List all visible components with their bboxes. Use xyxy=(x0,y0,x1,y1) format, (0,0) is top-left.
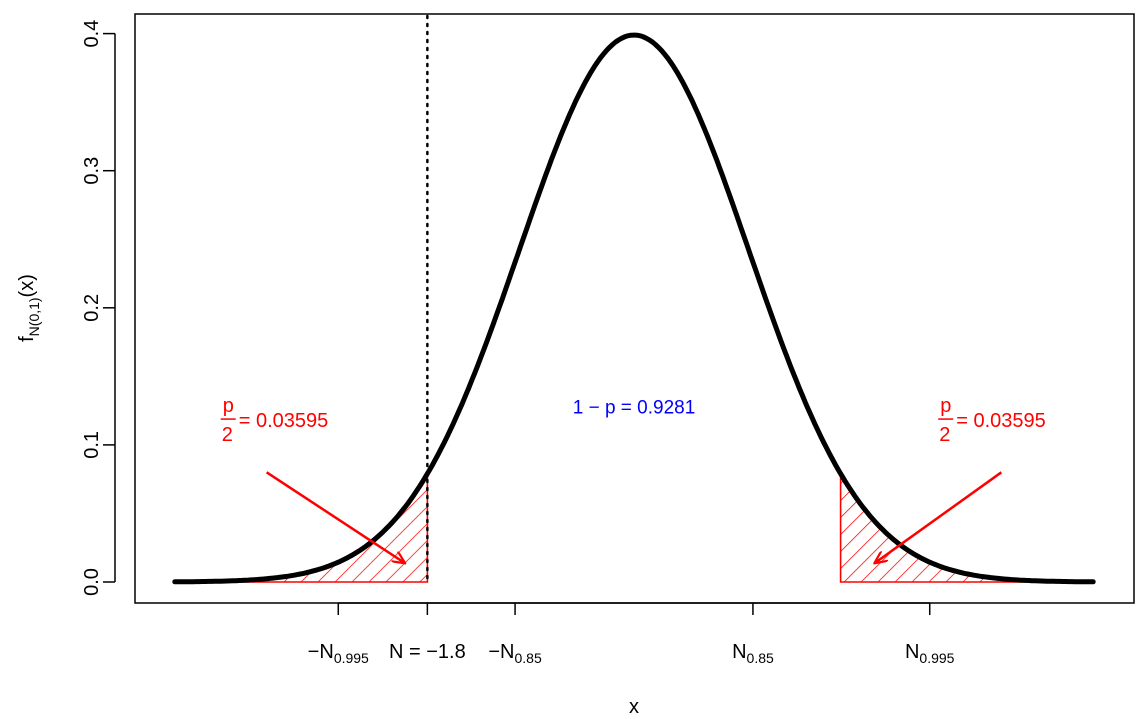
y-tick-label: 0.1 xyxy=(81,431,103,459)
annotation-tail-probability: = 0.03595 xyxy=(956,410,1046,432)
annotation-arrow xyxy=(875,471,1003,562)
annotation-arrow xyxy=(265,471,405,562)
x-axis-title: x xyxy=(629,696,639,718)
annotation-tail-probability: = 0.03595 xyxy=(239,410,329,432)
y-axis: 0.0 0.1 0.2 0.3 0.4 xyxy=(81,20,116,596)
annotation-fraction-numerator: p xyxy=(940,395,951,417)
y-tick-label: 0.2 xyxy=(81,294,103,322)
annotation-fraction-numerator: p xyxy=(223,395,234,417)
density-curve xyxy=(172,32,1096,585)
x-tick-label: N0.995 xyxy=(905,641,955,666)
annotation-fraction-denominator: 2 xyxy=(939,424,950,446)
y-axis-title-suffix: (x) xyxy=(16,274,38,297)
y-axis-title-sub: N(0,1) xyxy=(26,297,42,336)
shaded-regions xyxy=(174,14,1094,584)
y-axis-title: fN(0,1)(x) xyxy=(16,274,42,342)
curve-layer xyxy=(172,32,1096,585)
x-tick-label: N = −1.8 xyxy=(389,641,466,663)
x-tick-label: −N0.995 xyxy=(308,641,369,666)
y-tick-label: 0.0 xyxy=(81,568,103,596)
y-tick-label: 0.4 xyxy=(81,20,103,48)
y-tick-label: 0.3 xyxy=(81,157,103,185)
plot-frame xyxy=(134,13,1135,604)
annotation-fraction-denominator: 2 xyxy=(222,424,233,446)
x-axis: −N0.995 N = −1.8 −N0.85 N0.85 N0.995 xyxy=(308,602,955,666)
x-tick-label: −N0.85 xyxy=(488,641,542,666)
annotation-center-probability: 1 − p = 0.9281 xyxy=(573,397,696,418)
x-tick-label: N0.85 xyxy=(732,641,774,666)
y-axis-title-main: f xyxy=(16,336,38,342)
